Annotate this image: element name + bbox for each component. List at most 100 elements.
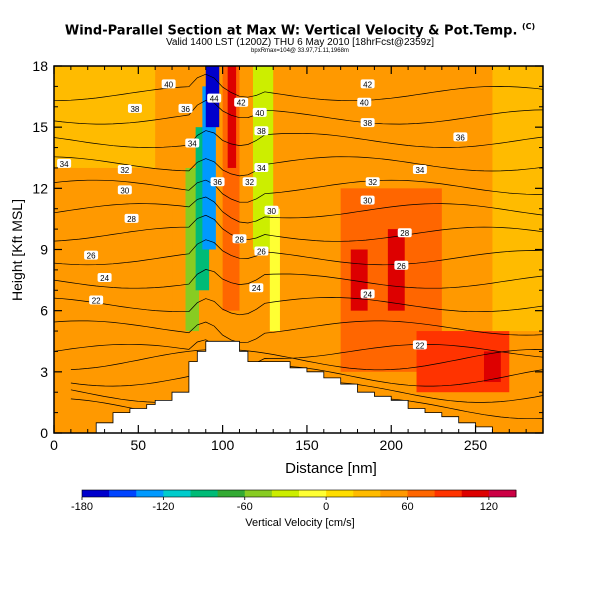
contour-label: 40 [360, 99, 369, 108]
contour-label: 36 [213, 178, 222, 187]
contour-label-box [254, 246, 269, 256]
x-tick-label: 50 [131, 437, 147, 453]
chart-subtitle: Valid 1400 LST (1200Z) THU 6 May 2010 [1… [165, 37, 435, 48]
colorbar-tick-label: -120 [152, 501, 174, 513]
x-tick-label: 250 [464, 437, 488, 453]
colorbar-tick-label: 120 [480, 501, 498, 513]
theta-contour [54, 130, 543, 148]
contour-label-box [249, 283, 264, 293]
theta-contour [54, 179, 543, 203]
contour-label-box [117, 164, 132, 174]
colorbar-swatch [244, 490, 273, 497]
y-tick-label: 3 [40, 364, 48, 380]
colorbar-swatch [488, 490, 517, 497]
y-tick-label: 9 [40, 242, 48, 258]
contour-label: 24 [252, 284, 261, 293]
contour-label-box [89, 295, 104, 305]
contour-label: 30 [120, 186, 129, 195]
contour-label-box [234, 97, 249, 107]
terrain [87, 340, 543, 433]
y-axis-label: Height [Kft MSL] [9, 199, 25, 301]
contour-label-box [360, 289, 375, 299]
colorbar-swatch [190, 490, 219, 497]
y-tick-label: 0 [40, 425, 48, 441]
theta-contour [54, 269, 543, 289]
contour-label: 38 [130, 105, 139, 114]
x-tick-label: 200 [380, 437, 404, 453]
colorbar-swatch [217, 490, 246, 497]
colorbar-frame [81, 489, 517, 498]
contour-label-box [84, 250, 99, 260]
contour-label-box [254, 162, 269, 172]
theta-contour [54, 100, 543, 125]
contour-label: 34 [415, 166, 424, 175]
theta-contour [54, 156, 543, 177]
contour-label: 36 [456, 133, 465, 142]
contour-label: 32 [245, 178, 254, 187]
contour-label: 34 [60, 160, 69, 169]
contour-label: 36 [181, 105, 190, 114]
contour-label-box [242, 177, 257, 187]
velocity-cell [387, 229, 405, 311]
theta-contour [54, 73, 543, 102]
colorbar-swatch [434, 490, 463, 497]
theta-contour [54, 297, 543, 316]
contour-label-box [161, 79, 176, 89]
colorbar-swatch [380, 490, 408, 497]
contour-label: 34 [188, 139, 197, 148]
contour-label: 32 [368, 178, 377, 187]
copyright-mark: (C) [521, 22, 536, 31]
colorbar: -180 -120 -60 0 60 120 [71, 489, 517, 513]
contour-label-box [252, 107, 267, 117]
colorbar-swatch [82, 490, 110, 497]
contour-label-box [453, 132, 468, 142]
contour-label: 42 [237, 99, 246, 108]
contour-label: 30 [363, 197, 372, 206]
colorbar-swatch [109, 490, 137, 497]
contour-label-box [412, 164, 427, 174]
contour-label: 44 [210, 95, 219, 104]
theta-contour [54, 196, 543, 224]
velocity-cell [54, 66, 156, 168]
contour-label-box [357, 97, 372, 107]
contour-label-box [360, 79, 375, 89]
x-tick-label: 100 [211, 437, 235, 453]
contour-label-box [365, 177, 380, 187]
contour-label-box [412, 340, 427, 350]
contour-label-box [360, 195, 375, 205]
contour-label: 26 [87, 252, 96, 261]
contour-label-box [185, 138, 200, 148]
theta-contour [54, 320, 543, 344]
contour-label: 34 [257, 164, 266, 173]
contour-label-box [254, 126, 269, 136]
colorbar-tick-label: -60 [237, 501, 253, 513]
y-tick-label: 6 [40, 303, 48, 319]
colorbar-swatch [299, 490, 327, 497]
colorbar-label: Vertical Velocity [cm/s] [245, 517, 354, 529]
contour-label: 24 [363, 290, 372, 299]
y-tick-label: 18 [32, 58, 48, 74]
contour-label-box [207, 93, 222, 103]
contour-label: 32 [120, 166, 129, 175]
contour-label: 26 [397, 262, 406, 271]
colorbar-swatch [326, 490, 354, 497]
contour-label-box [232, 234, 247, 244]
contour-label: 24 [100, 274, 109, 283]
x-tick-label: 0 [50, 437, 58, 453]
colorbar-tick-label: 60 [401, 501, 413, 513]
contour-label-box [57, 158, 72, 168]
contour-label: 28 [127, 215, 136, 224]
contour-label: 28 [400, 229, 409, 238]
velocity-cell [172, 208, 186, 352]
contour-label-box [397, 228, 412, 238]
colorbar-swatch [136, 490, 164, 497]
contour-label: 42 [363, 80, 372, 89]
contour-label: 40 [255, 109, 264, 118]
contour-label: 28 [235, 235, 244, 244]
contour-label-box [394, 260, 409, 270]
contour-label: 38 [257, 127, 266, 136]
contour-label-box [117, 185, 132, 195]
